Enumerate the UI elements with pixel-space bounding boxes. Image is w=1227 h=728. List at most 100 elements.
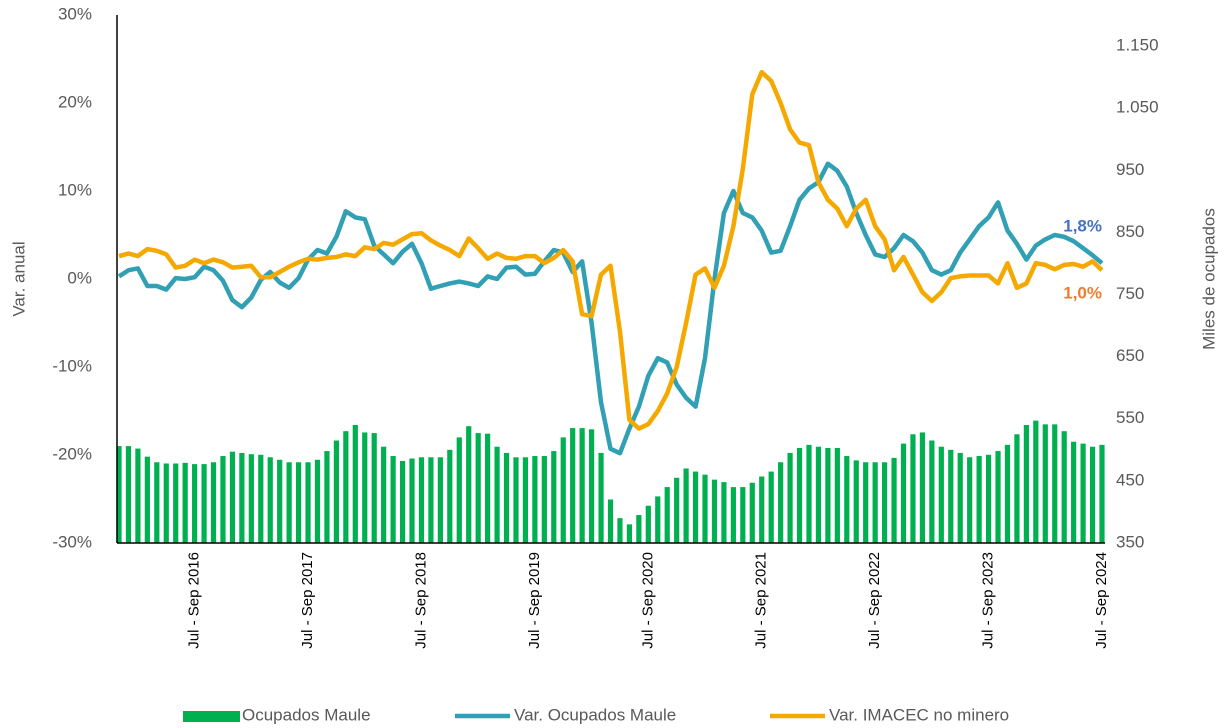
bar bbox=[409, 458, 415, 543]
data-label: 1,0% bbox=[1063, 284, 1102, 303]
bar bbox=[749, 482, 755, 543]
bar bbox=[286, 462, 292, 543]
bar bbox=[352, 424, 358, 543]
y-tick-label: 0% bbox=[67, 268, 92, 287]
y2-tick-label: 350 bbox=[1116, 532, 1144, 551]
bar bbox=[371, 433, 377, 543]
x-tick-label: Jul - Sep 2023 bbox=[980, 552, 997, 649]
bar bbox=[967, 457, 973, 543]
bar bbox=[825, 447, 831, 543]
y-axis-title: Var. anual bbox=[9, 241, 28, 316]
bar bbox=[607, 499, 614, 543]
bar bbox=[740, 487, 746, 543]
line bbox=[117, 161, 1104, 456]
bar bbox=[655, 496, 661, 543]
bar bbox=[1023, 424, 1029, 543]
y-tick-label: 20% bbox=[58, 92, 92, 111]
bar bbox=[976, 456, 982, 543]
bar bbox=[390, 456, 396, 543]
bar bbox=[173, 463, 179, 543]
bar bbox=[333, 440, 339, 543]
x-tick-label: Jul - Sep 2017 bbox=[299, 552, 316, 649]
x-tick-label: Jul - Sep 2019 bbox=[526, 552, 543, 649]
bar bbox=[598, 452, 604, 543]
bar bbox=[267, 457, 273, 543]
bar bbox=[1089, 446, 1096, 543]
bar bbox=[900, 443, 907, 543]
bar bbox=[626, 524, 633, 543]
x-tick-label: Jul - Sep 2020 bbox=[639, 552, 656, 649]
bar bbox=[201, 464, 207, 543]
legend-label: Var. Ocupados Maule bbox=[514, 705, 676, 724]
bar bbox=[428, 457, 434, 543]
bar bbox=[456, 437, 462, 543]
bar bbox=[485, 433, 491, 543]
bar bbox=[220, 456, 226, 543]
bar bbox=[532, 456, 538, 543]
bar bbox=[324, 451, 330, 543]
bar bbox=[815, 446, 822, 543]
bar bbox=[617, 518, 623, 543]
bar bbox=[437, 457, 443, 543]
bar bbox=[711, 479, 718, 543]
bar bbox=[343, 431, 349, 543]
y2-tick-label: 550 bbox=[1116, 408, 1144, 427]
bar bbox=[1014, 434, 1020, 543]
bar bbox=[1099, 444, 1105, 543]
bar bbox=[144, 456, 150, 543]
bar bbox=[182, 462, 188, 543]
bar bbox=[494, 446, 500, 543]
bar bbox=[872, 462, 878, 543]
bar bbox=[834, 447, 840, 543]
bar bbox=[891, 457, 897, 543]
y-tick-label: 10% bbox=[58, 180, 92, 199]
bar bbox=[1004, 444, 1011, 543]
bar bbox=[447, 449, 453, 543]
bar bbox=[702, 474, 708, 543]
bar bbox=[692, 471, 699, 543]
legend-swatch bbox=[183, 711, 240, 722]
bar bbox=[1033, 420, 1039, 543]
x-tick-label: Jul - Sep 2016 bbox=[186, 552, 203, 649]
bar bbox=[570, 428, 576, 543]
y2-tick-label: 1.050 bbox=[1116, 98, 1159, 117]
bar bbox=[768, 471, 774, 543]
line bbox=[118, 69, 1104, 431]
bar bbox=[1071, 441, 1077, 543]
bar bbox=[957, 452, 963, 543]
x-tick-label: Jul - Sep 2024 bbox=[1093, 552, 1110, 649]
bar bbox=[844, 456, 850, 543]
bar bbox=[929, 440, 935, 543]
bar bbox=[192, 464, 198, 543]
y2-tick-label: 750 bbox=[1116, 284, 1144, 303]
bar bbox=[759, 476, 765, 543]
bar bbox=[636, 515, 642, 543]
y2-tick-label: 650 bbox=[1116, 346, 1144, 365]
bar bbox=[1042, 424, 1048, 543]
y2-tick-label: 950 bbox=[1116, 160, 1144, 179]
bar bbox=[381, 446, 387, 543]
bar bbox=[730, 487, 736, 543]
bar bbox=[1052, 424, 1058, 543]
bar bbox=[863, 462, 869, 543]
bar bbox=[796, 447, 803, 543]
bar bbox=[560, 437, 566, 543]
bar bbox=[314, 459, 321, 543]
bar bbox=[882, 462, 888, 543]
bar bbox=[853, 460, 859, 543]
bar bbox=[948, 449, 954, 543]
y-tick-label: -20% bbox=[52, 444, 92, 463]
bar bbox=[418, 457, 425, 543]
y-tick-label: 30% bbox=[58, 4, 92, 23]
bar bbox=[248, 454, 254, 543]
bar bbox=[522, 457, 529, 543]
bar bbox=[135, 448, 141, 543]
bar bbox=[551, 451, 557, 543]
bar bbox=[645, 505, 651, 543]
bar bbox=[163, 463, 169, 543]
x-tick-label: Jul - Sep 2022 bbox=[866, 552, 883, 649]
bar bbox=[277, 459, 283, 543]
bar bbox=[239, 452, 245, 543]
bar bbox=[305, 462, 311, 543]
